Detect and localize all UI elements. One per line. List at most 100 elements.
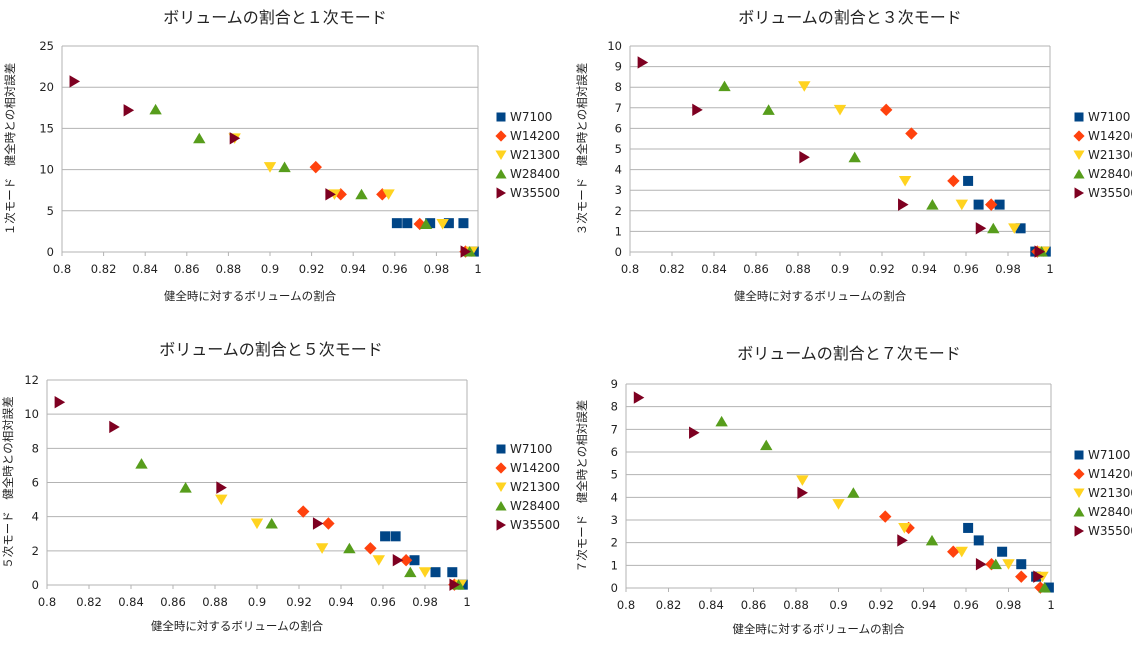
data-point-w7100 [390, 531, 401, 542]
data-point-w21300 [833, 104, 847, 116]
x-tick-label: 0.96 [953, 598, 979, 612]
legend-marker-w21300 [495, 150, 507, 161]
legend-label: W21300 [510, 480, 560, 494]
y-tick-label: 2 [615, 204, 622, 218]
legend-marker-w35500 [1074, 525, 1085, 537]
y-tick-label: 9 [615, 60, 622, 74]
data-point-w28400 [1038, 581, 1051, 593]
data-point-w35500 [54, 396, 66, 409]
legend-marker-w7100 [1074, 450, 1084, 460]
data-point-w35500 [216, 481, 227, 494]
x-tick-label: 0.86 [160, 595, 186, 609]
x-tick-label: 0.98 [995, 262, 1021, 276]
chart-title: ボリュームの割合と５次モード [159, 340, 383, 359]
x-tick-label: 0.88 [783, 598, 809, 612]
chart-3: ボリュームの割合と５次モード 0 2 4 6 8 10 12 0.8 0.82 0.84 0.86 0.… [1, 340, 560, 633]
x-tick-label: 0.88 [202, 595, 228, 609]
legend-label: W14200 [510, 129, 560, 143]
data-point-w14200 [880, 103, 893, 117]
data-point-w28400 [149, 103, 162, 115]
data-point-w7100 [447, 567, 458, 578]
data-point-w21300 [798, 81, 811, 92]
data-point-w7100 [973, 199, 984, 210]
legend-marker-w21300 [1073, 488, 1085, 499]
data-point-w28400 [355, 188, 368, 200]
y-tick-label: 4 [615, 163, 622, 177]
x-tick-label: 0.84 [701, 262, 727, 276]
legend-label: W35500 [510, 186, 560, 200]
x-tick-label: 0.94 [340, 262, 366, 276]
x-axis-title: 健全時に対するボリュームの割合 [732, 622, 905, 636]
x-tick-label: 0.9 [831, 262, 849, 276]
x-tick-label: 0.8 [38, 595, 56, 609]
x-tick-label: 0.84 [118, 595, 144, 609]
data-point-w35500 [689, 426, 700, 439]
legend-marker-w28400 [495, 500, 507, 511]
data-point-w21300 [250, 518, 264, 530]
x-tick-label: 0.9 [248, 595, 266, 609]
x-tick-label: 0.92 [868, 598, 894, 612]
data-point-w7100 [443, 218, 454, 229]
legend-marker-w28400 [495, 168, 507, 179]
data-point-w14200 [947, 174, 960, 188]
data-point-w28400 [847, 487, 860, 498]
data-point-w28400 [715, 415, 728, 427]
data-point-w21300 [215, 494, 228, 506]
data-point-w28400 [135, 458, 148, 469]
y-tick-label: 25 [39, 39, 54, 53]
x-tick-label: 0.94 [911, 262, 937, 276]
x-tick-label: 0.92 [299, 262, 325, 276]
data-point-w28400 [265, 517, 278, 529]
x-tick-label: 0.86 [743, 262, 769, 276]
x-tick-label: 0.98 [996, 598, 1022, 612]
y-tick-label: 5 [47, 204, 54, 218]
data-point-w21300 [898, 175, 912, 187]
data-point-w28400 [419, 218, 433, 229]
y-tick-label: 5 [615, 142, 622, 156]
legend-marker-w7100 [496, 112, 506, 122]
data-point-w35500 [449, 578, 460, 591]
legend-marker-w21300 [495, 482, 507, 493]
data-point-w14200 [364, 542, 377, 555]
data-point-w35500 [460, 245, 472, 258]
x-tick-label: 0.84 [132, 262, 158, 276]
legend-label: W35500 [510, 518, 560, 532]
data-point-w7100 [973, 535, 984, 546]
data-point-w21300 [955, 199, 968, 211]
data-point-w7100 [380, 531, 391, 542]
x-tick-label: 0.86 [174, 262, 200, 276]
y-tick-label: 6 [32, 476, 39, 490]
legend-marker-w35500 [1074, 187, 1085, 199]
legend-label: W28400 [1088, 505, 1132, 519]
y-tick-label: 2 [611, 536, 618, 550]
y-tick-label: 8 [32, 441, 39, 455]
x-tick-label: 0.9 [829, 598, 847, 612]
legend-label: W35500 [1088, 186, 1132, 200]
data-point-w35500 [898, 198, 909, 211]
data-point-w35500 [69, 75, 81, 88]
y-tick-label: 1 [615, 224, 622, 238]
x-tick-label: 0.82 [656, 598, 682, 612]
data-point-w35500 [392, 554, 404, 567]
x-tick-label: 1 [1047, 598, 1054, 612]
chart-2: ボリュームの割合と３次モード 0 1 2 3 4 5 6 7 8 9 10 0.8 0.82 0.84 0.8… [575, 8, 1132, 303]
x-tick-label: 0.96 [382, 262, 408, 276]
data-point-w21300 [418, 567, 432, 578]
data-point-w35500 [312, 517, 324, 530]
legend-marker-w14200 [495, 130, 507, 142]
data-point-w28400 [179, 482, 192, 493]
data-point-w28400 [989, 558, 1002, 570]
data-point-w28400 [278, 161, 291, 173]
data-point-w35500 [897, 534, 908, 547]
x-tick-label: 1 [474, 262, 481, 276]
data-point-w35500 [1034, 245, 1046, 258]
x-tick-label: 0.92 [869, 262, 895, 276]
data-point-w28400 [193, 132, 206, 144]
data-point-w35500 [229, 132, 241, 145]
x-tick-label: 0.82 [91, 262, 117, 276]
legend-marker-w28400 [1073, 506, 1085, 517]
data-point-w35500 [325, 188, 336, 201]
data-point-w14200 [297, 505, 310, 518]
y-tick-label: 7 [611, 422, 618, 436]
x-tick-label: 0.8 [617, 598, 635, 612]
